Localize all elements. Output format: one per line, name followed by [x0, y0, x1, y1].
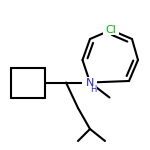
- Text: N: N: [86, 78, 94, 87]
- FancyBboxPatch shape: [103, 25, 119, 35]
- Text: Cl: Cl: [106, 25, 116, 35]
- FancyBboxPatch shape: [82, 76, 98, 88]
- Text: H: H: [91, 85, 97, 94]
